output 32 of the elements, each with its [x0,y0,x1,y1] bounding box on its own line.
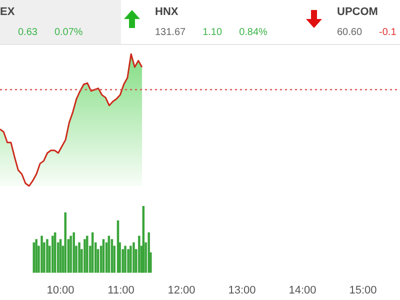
bar [130,246,132,273]
text: 1.10 [202,27,222,38]
x-tick-label: 13:00 [228,284,256,296]
x-tick-label: 12:00 [168,284,196,296]
text: UPCOM [337,6,378,18]
bar [148,232,150,273]
x-tick-label: 15:00 [349,284,377,296]
bar [86,236,88,273]
bar [84,239,86,273]
bar [64,212,66,273]
bar [124,246,126,273]
x-tick-label: 11:00 [108,284,134,296]
bar [40,236,43,273]
text: 131.67 [155,27,186,38]
bar [72,232,75,273]
text: EX [0,6,15,18]
bar [35,239,38,273]
text: 60.60 [337,27,362,38]
bar [70,236,72,273]
bar [46,239,48,273]
bar [52,236,54,273]
text: -0.1 [379,27,396,38]
text: 0.63 [18,27,38,38]
bar [132,242,135,273]
bar [138,236,140,273]
text: HNX [155,6,178,18]
x-tick-label: 10:00 [46,284,74,296]
x-tick-label: 14:00 [288,284,316,296]
bar [127,249,130,273]
bar [78,242,80,273]
text: 0.07% [54,27,83,38]
text: 0.84% [239,27,268,38]
